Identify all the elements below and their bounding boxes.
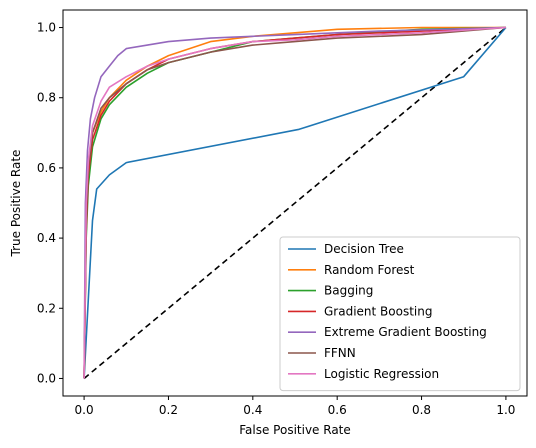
legend-label: Extreme Gradient Boosting: [324, 325, 487, 339]
legend-label: Gradient Boosting: [324, 304, 432, 318]
y-tick-label: 0.6: [37, 161, 56, 175]
x-tick-label: 0.4: [243, 403, 262, 417]
x-axis-ticks: 0.0 0.2 0.4 0.6 0.8 1.0: [75, 396, 515, 417]
axes-frame: [62, 9, 528, 397]
x-tick-label: 0.8: [412, 403, 431, 417]
x-tick-label: 0.0: [75, 403, 94, 417]
roc-curve-extreme-gradient-boosting: [83, 26, 506, 379]
roc-curve-decision-tree: [83, 26, 507, 379]
y-tick-label: 0.0: [37, 371, 56, 385]
plot-lines: [83, 26, 507, 380]
chance-reference-line: [83, 26, 507, 380]
y-axis-label: True Positive Rate: [9, 150, 23, 258]
x-tick-label: 0.2: [159, 403, 178, 417]
legend-label: FFNN: [324, 346, 356, 360]
y-tick-label: 1.0: [37, 21, 56, 35]
x-tick-label: 0.6: [328, 403, 347, 417]
legend-label: Bagging: [324, 284, 373, 298]
legend: Decision Tree Random Forest Bagging Gradien…: [279, 236, 521, 392]
legend-label: Logistic Regression: [324, 367, 439, 381]
y-tick-label: 0.8: [37, 91, 56, 105]
x-axis-label: False Positive Rate: [239, 423, 351, 437]
legend-box: [279, 236, 521, 392]
roc-curve-ffnn: [83, 26, 506, 379]
y-tick-label: 0.4: [37, 231, 56, 245]
y-axis-ticks: 0.0 0.2 0.4 0.6 0.8 1.0: [37, 21, 63, 385]
legend-label: Random Forest: [324, 263, 415, 277]
x-tick-label: 1.0: [496, 403, 515, 417]
roc-curve-logistic-regression: [83, 26, 506, 379]
y-tick-label: 0.2: [37, 301, 56, 315]
legend-label: Decision Tree: [324, 242, 404, 256]
